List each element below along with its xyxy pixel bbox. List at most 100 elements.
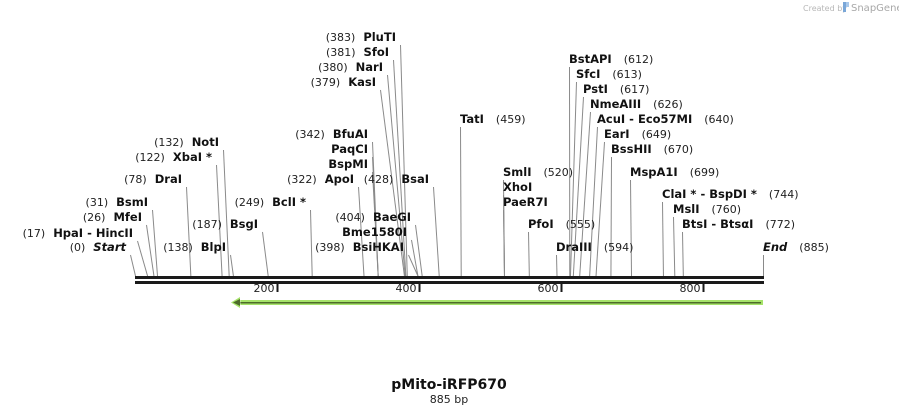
leader-line bbox=[673, 216, 676, 277]
site-name: BsaI bbox=[401, 172, 429, 186]
restriction-site-label[interactable]: (381) SfoI bbox=[326, 45, 389, 59]
restriction-site-label[interactable]: (249) BclI * bbox=[235, 195, 306, 209]
leader-line bbox=[408, 254, 419, 277]
feature-arrow-irfp670[interactable] bbox=[231, 297, 764, 308]
leader-line bbox=[589, 126, 598, 277]
restriction-site-label[interactable]: (187) BsgI bbox=[192, 217, 258, 231]
restriction-site-label[interactable]: MspA1I (699) bbox=[630, 165, 719, 179]
leader-line bbox=[393, 59, 407, 277]
restriction-site-label[interactable]: (17) HpaI - HincII bbox=[23, 226, 133, 240]
leader-line bbox=[216, 164, 223, 277]
site-position: (383) bbox=[326, 31, 356, 44]
site-position: (249) bbox=[235, 196, 265, 209]
snapgene-logo-icon bbox=[843, 2, 846, 12]
site-position: (404) bbox=[335, 211, 365, 224]
leader-line bbox=[411, 239, 419, 277]
restriction-site-label[interactable]: ClaI * - BspDI * (744) bbox=[662, 187, 799, 201]
site-name: KasI bbox=[348, 75, 376, 89]
restriction-site-label[interactable]: (31) BsmI bbox=[86, 195, 148, 209]
site-name: PluTI bbox=[363, 30, 396, 44]
restriction-site-label[interactable]: BtsI - BtsαI (772) bbox=[682, 217, 795, 231]
restriction-site-label[interactable]: (428) BsaI bbox=[364, 172, 429, 186]
leader-line bbox=[372, 141, 379, 277]
restriction-site-label[interactable]: PaeR7I bbox=[503, 195, 548, 209]
restriction-site-label[interactable]: (398) BsiHKAI bbox=[315, 240, 404, 254]
site-position: (187) bbox=[192, 218, 222, 231]
site-position: (612) bbox=[624, 53, 654, 66]
site-position: (626) bbox=[653, 98, 683, 111]
restriction-site-label[interactable]: XhoI bbox=[503, 180, 532, 194]
site-name: SfcI bbox=[576, 67, 600, 81]
restriction-site-label[interactable]: SmlI (520) bbox=[503, 165, 573, 179]
restriction-site-label[interactable]: EarI (649) bbox=[604, 127, 671, 141]
site-position: (0) bbox=[70, 241, 86, 254]
site-name: Start bbox=[93, 240, 126, 254]
site-name: MslI bbox=[673, 202, 700, 216]
tick-mark bbox=[560, 284, 563, 292]
site-name: BspMI bbox=[328, 157, 368, 171]
restriction-site-label[interactable]: PfoI (555) bbox=[528, 217, 595, 231]
restriction-site-label[interactable]: AcuI - Eco57MI (640) bbox=[597, 112, 734, 126]
leader-line bbox=[610, 156, 612, 277]
restriction-site-label[interactable]: (132) NotI bbox=[154, 135, 219, 149]
restriction-site-label[interactable]: BstAPI (612) bbox=[569, 52, 653, 66]
restriction-site-label[interactable]: BspMI bbox=[328, 157, 368, 171]
site-position: (322) bbox=[287, 173, 317, 186]
restriction-site-label[interactable]: (138) BlpI bbox=[163, 240, 226, 254]
arrow-head-core-icon bbox=[233, 299, 240, 306]
restriction-site-label[interactable]: DraIII (594) bbox=[556, 240, 633, 254]
leader-line bbox=[433, 186, 440, 277]
site-name: DraIII bbox=[556, 240, 592, 254]
restriction-site-label[interactable]: (383) PluTI bbox=[326, 30, 396, 44]
tick-label: 800 bbox=[680, 282, 701, 295]
site-name: End bbox=[763, 240, 788, 254]
site-name: ClaI * - BspDI * bbox=[662, 187, 757, 201]
leader-line bbox=[310, 209, 313, 277]
site-name: MfeI bbox=[113, 210, 142, 224]
snapgene-watermark: Created by SnapGene bbox=[803, 2, 899, 14]
site-name: TatI bbox=[460, 112, 484, 126]
restriction-site-label[interactable]: (379) KasI bbox=[311, 75, 376, 89]
site-position: (699) bbox=[690, 166, 720, 179]
site-name: HpaI - HincII bbox=[53, 226, 133, 240]
site-name: BstAPI bbox=[569, 52, 612, 66]
site-name: EarI bbox=[604, 127, 630, 141]
site-name: Bme1580I bbox=[342, 225, 407, 239]
leader-line bbox=[358, 186, 365, 277]
site-name: AcuI - Eco57MI bbox=[597, 112, 692, 126]
restriction-site-label[interactable]: MslI (760) bbox=[673, 202, 741, 216]
site-name: BsiHKAI bbox=[353, 240, 404, 254]
tick-label: 600 bbox=[538, 282, 559, 295]
restriction-site-label[interactable]: PaqCI bbox=[331, 142, 368, 156]
site-name: NarI bbox=[356, 60, 383, 74]
restriction-site-label[interactable]: (342) BfuAI bbox=[295, 127, 368, 141]
restriction-site-label[interactable]: TatI (459) bbox=[460, 112, 526, 126]
site-position: (122) bbox=[135, 151, 165, 164]
site-name: PfoI bbox=[528, 217, 554, 231]
restriction-site-label[interactable]: (26) MfeI bbox=[83, 210, 142, 224]
site-name: PstI bbox=[583, 82, 608, 96]
restriction-site-label[interactable]: (78) DraI bbox=[124, 172, 182, 186]
restriction-site-label[interactable]: (322) ApoI bbox=[287, 172, 354, 186]
restriction-site-label[interactable]: PstI (617) bbox=[583, 82, 649, 96]
site-name: XbaI * bbox=[173, 150, 212, 164]
leader-line bbox=[146, 224, 155, 277]
leader-line bbox=[380, 89, 405, 277]
site-position: (342) bbox=[295, 128, 325, 141]
restriction-site-label[interactable]: (404) BaeGI bbox=[335, 210, 411, 224]
site-name: PaqCI bbox=[331, 142, 368, 156]
site-position: (617) bbox=[620, 83, 650, 96]
site-name: MspA1I bbox=[630, 165, 678, 179]
restriction-site-label[interactable]: Bme1580I bbox=[342, 225, 407, 239]
restriction-site-label[interactable]: (0) Start bbox=[70, 240, 127, 254]
restriction-site-label[interactable]: SfcI (613) bbox=[576, 67, 642, 81]
restriction-site-label[interactable]: End (885) bbox=[763, 240, 829, 254]
site-position: (520) bbox=[544, 166, 574, 179]
restriction-site-label[interactable]: NmeAIII (626) bbox=[590, 97, 683, 111]
restriction-site-label[interactable]: (380) NarI bbox=[318, 60, 383, 74]
restriction-site-label[interactable]: (122) XbaI * bbox=[135, 150, 212, 164]
restriction-site-label[interactable]: BssHII (670) bbox=[611, 142, 693, 156]
site-position: (772) bbox=[765, 218, 795, 231]
site-position: (26) bbox=[83, 211, 106, 224]
